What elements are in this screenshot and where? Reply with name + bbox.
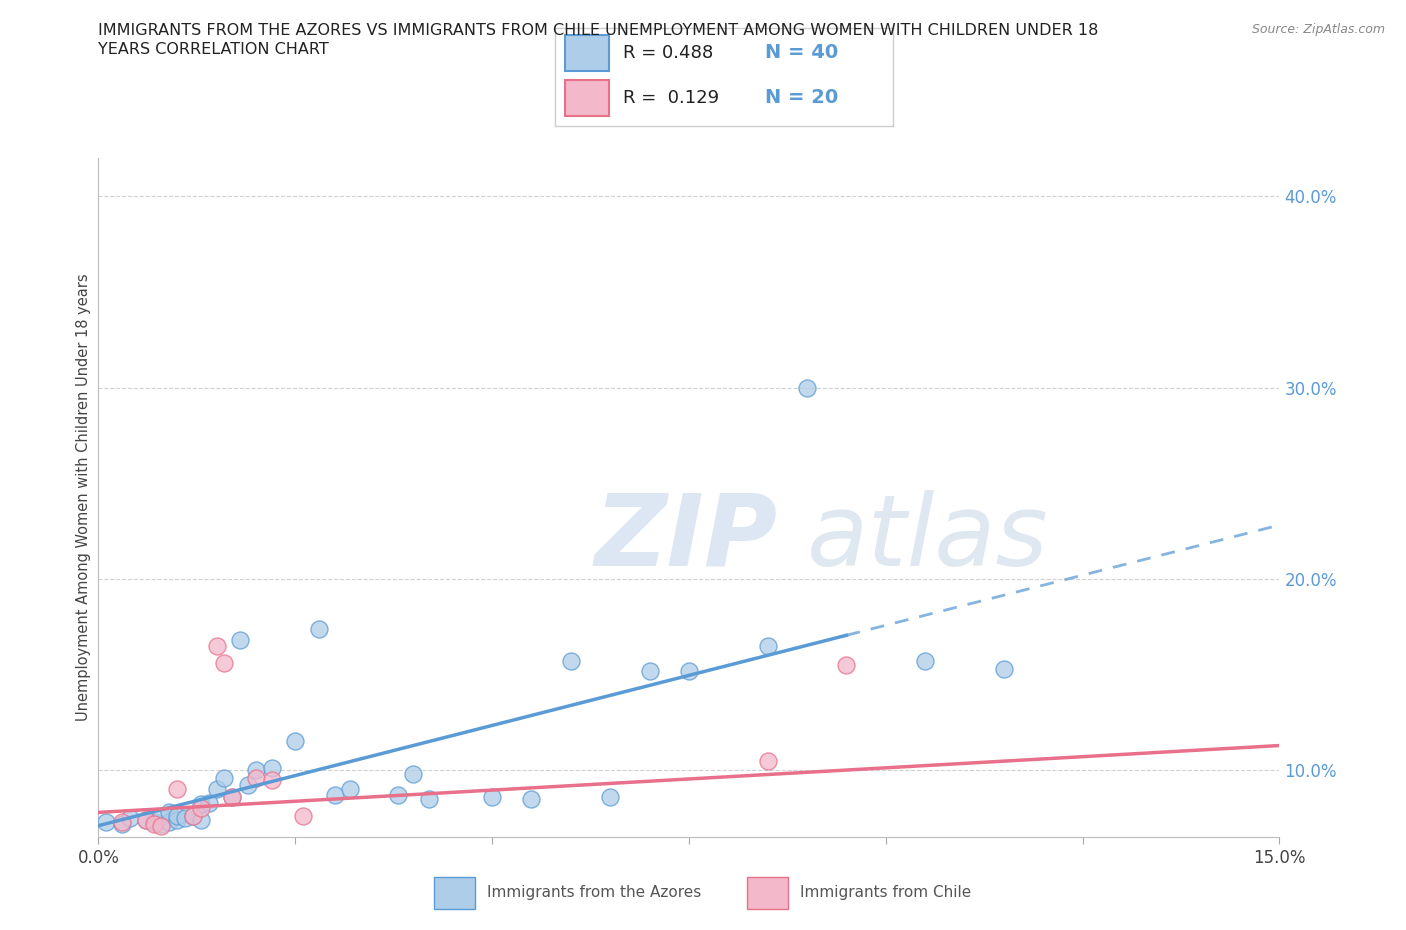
Point — [292, 808, 315, 823]
Point — [157, 815, 180, 830]
Point — [796, 380, 818, 395]
Text: N = 40: N = 40 — [765, 44, 838, 62]
Point — [638, 663, 661, 678]
Point — [835, 658, 858, 672]
Point — [914, 654, 936, 669]
Point — [245, 770, 267, 785]
Text: R = 0.488: R = 0.488 — [623, 44, 713, 61]
Point — [387, 875, 409, 890]
Point — [402, 766, 425, 781]
Text: Immigrants from Chile: Immigrants from Chile — [800, 885, 972, 900]
Point — [402, 857, 425, 871]
Point — [135, 812, 157, 827]
Point — [157, 804, 180, 819]
Point — [214, 656, 236, 671]
Point — [260, 772, 283, 787]
Text: Source: ZipAtlas.com: Source: ZipAtlas.com — [1251, 23, 1385, 36]
Point — [308, 875, 330, 890]
Point — [142, 817, 165, 831]
FancyBboxPatch shape — [747, 876, 787, 910]
Point — [174, 810, 197, 825]
Text: IMMIGRANTS FROM THE AZORES VS IMMIGRANTS FROM CHILE UNEMPLOYMENT AMONG WOMEN WIT: IMMIGRANTS FROM THE AZORES VS IMMIGRANTS… — [98, 23, 1099, 38]
Point — [418, 791, 440, 806]
Point — [96, 815, 118, 830]
Text: R =  0.129: R = 0.129 — [623, 88, 718, 107]
Point — [323, 788, 346, 803]
Point — [481, 790, 503, 804]
Point — [181, 808, 204, 823]
Point — [205, 638, 228, 653]
Point — [118, 810, 141, 825]
FancyBboxPatch shape — [433, 876, 475, 910]
Point — [339, 782, 361, 797]
Y-axis label: Unemployment Among Women with Children Under 18 years: Unemployment Among Women with Children U… — [76, 273, 91, 722]
Point — [236, 777, 259, 792]
Point — [197, 795, 219, 810]
Point — [190, 801, 212, 816]
Point — [221, 790, 243, 804]
Point — [166, 808, 188, 823]
Point — [190, 797, 212, 812]
Text: N = 20: N = 20 — [765, 88, 838, 107]
Point — [245, 763, 267, 777]
Point — [678, 663, 700, 678]
Text: ZIP: ZIP — [595, 490, 778, 587]
Point — [599, 790, 621, 804]
Point — [284, 734, 307, 749]
Text: Immigrants from the Azores: Immigrants from the Azores — [486, 885, 702, 900]
Point — [111, 817, 134, 831]
Point — [756, 638, 779, 653]
Point — [214, 770, 236, 785]
Point — [260, 761, 283, 776]
Point — [150, 818, 173, 833]
Point — [181, 808, 204, 823]
Point — [190, 812, 212, 827]
Point — [229, 632, 252, 647]
Text: YEARS CORRELATION CHART: YEARS CORRELATION CHART — [98, 42, 329, 57]
Point — [308, 621, 330, 636]
Point — [520, 875, 543, 890]
Point — [205, 782, 228, 797]
Point — [135, 812, 157, 827]
Text: atlas: atlas — [807, 490, 1049, 587]
Point — [993, 661, 1015, 676]
FancyBboxPatch shape — [565, 34, 609, 71]
Point — [560, 654, 582, 669]
Point — [387, 788, 409, 803]
Point — [520, 791, 543, 806]
Point — [142, 815, 165, 830]
Point — [111, 815, 134, 830]
FancyBboxPatch shape — [565, 80, 609, 116]
Point — [166, 782, 188, 797]
Point — [150, 808, 173, 823]
Point — [221, 790, 243, 804]
Point — [339, 875, 361, 890]
Point — [756, 753, 779, 768]
Point — [150, 817, 173, 831]
Point — [166, 812, 188, 827]
